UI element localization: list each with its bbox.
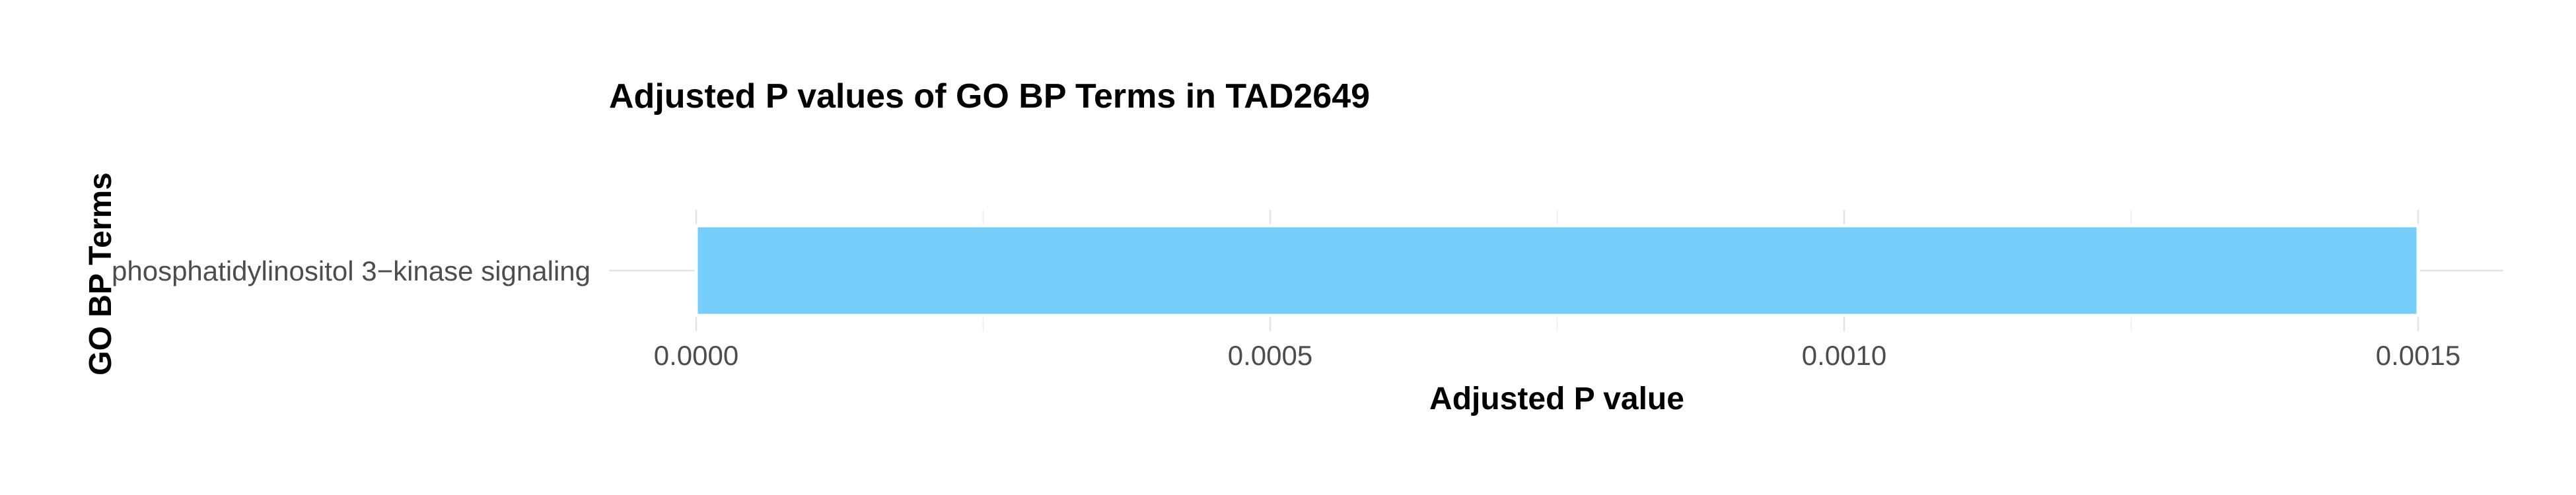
x-tick-label-1: 0.0005: [1228, 340, 1312, 371]
bar-0: [694, 224, 2420, 317]
x-axis-title: Adjusted P value: [1429, 381, 1684, 416]
x-tick-labels: 0.0000 0.0005 0.0010 0.0015: [654, 340, 2460, 371]
x-tick-label-2: 0.0010: [1802, 340, 1886, 371]
category-label-0: phosphatidylinositol 3−kinase signaling: [112, 255, 590, 286]
x-tick-label-3: 0.0015: [2376, 340, 2460, 371]
y-axis-title: GO BP Terms: [83, 172, 118, 376]
chart-title: Adjusted P values of GO BP Terms in TAD2…: [609, 77, 1370, 116]
bar-layer: [694, 224, 2420, 317]
x-tick-label-0: 0.0000: [654, 340, 738, 371]
y-category-labels: phosphatidylinositol 3−kinase signaling: [112, 255, 590, 286]
